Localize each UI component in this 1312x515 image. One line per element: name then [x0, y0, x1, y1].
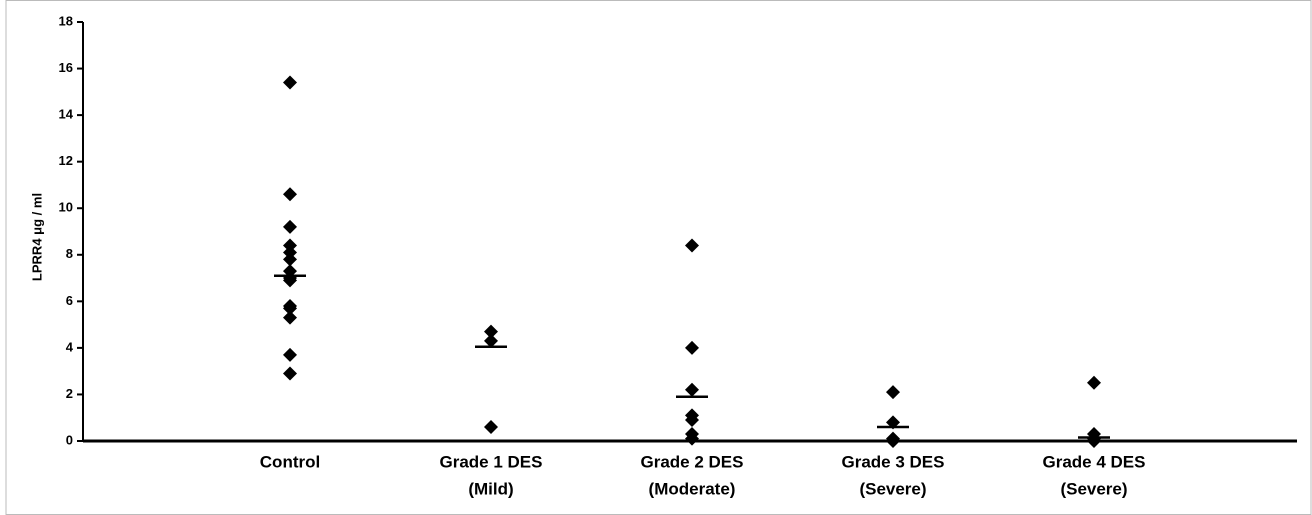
y-tick-label: 4 — [66, 339, 74, 354]
point — [685, 413, 699, 428]
x-tick-label: Grade 3 DES — [842, 452, 945, 471]
point — [283, 366, 297, 381]
point — [886, 434, 900, 448]
point — [283, 310, 297, 325]
y-tick-label: 10 — [59, 200, 73, 215]
point — [685, 340, 699, 355]
point — [283, 252, 297, 267]
frame — [5, 0, 1312, 515]
point — [283, 75, 297, 90]
point — [886, 385, 900, 400]
point — [484, 420, 498, 435]
y-tick-label: 14 — [59, 107, 74, 122]
point — [1087, 375, 1101, 390]
x-tick-label: (Severe) — [859, 479, 926, 498]
y-tick-label: 12 — [59, 153, 73, 168]
x-tick-label: Control — [260, 452, 320, 471]
point — [685, 238, 699, 253]
point — [283, 347, 297, 362]
y-tick-label: 6 — [66, 293, 73, 308]
x-tick-label: (Moderate) — [649, 479, 736, 498]
y-tick-label: 8 — [66, 246, 73, 261]
point — [484, 324, 498, 339]
point — [685, 382, 699, 397]
x-tick-label: (Severe) — [1060, 479, 1127, 498]
y-tick-label: 0 — [66, 432, 73, 447]
point — [283, 219, 297, 234]
x-tick-label: Grade 4 DES — [1043, 452, 1146, 471]
y-tick-label: 2 — [66, 386, 73, 401]
x-tick-label: Grade 1 DES — [440, 452, 543, 471]
point — [685, 431, 699, 446]
y-axis-label: LPRR4 μg / ml — [29, 193, 44, 281]
point — [484, 333, 498, 348]
point — [283, 187, 297, 202]
y-tick-label: 18 — [59, 13, 73, 28]
y-tick-label: 16 — [59, 60, 73, 75]
point — [283, 301, 297, 316]
x-tick-label: Grade 2 DES — [641, 452, 744, 471]
x-tick-label: (Mild) — [468, 479, 513, 498]
